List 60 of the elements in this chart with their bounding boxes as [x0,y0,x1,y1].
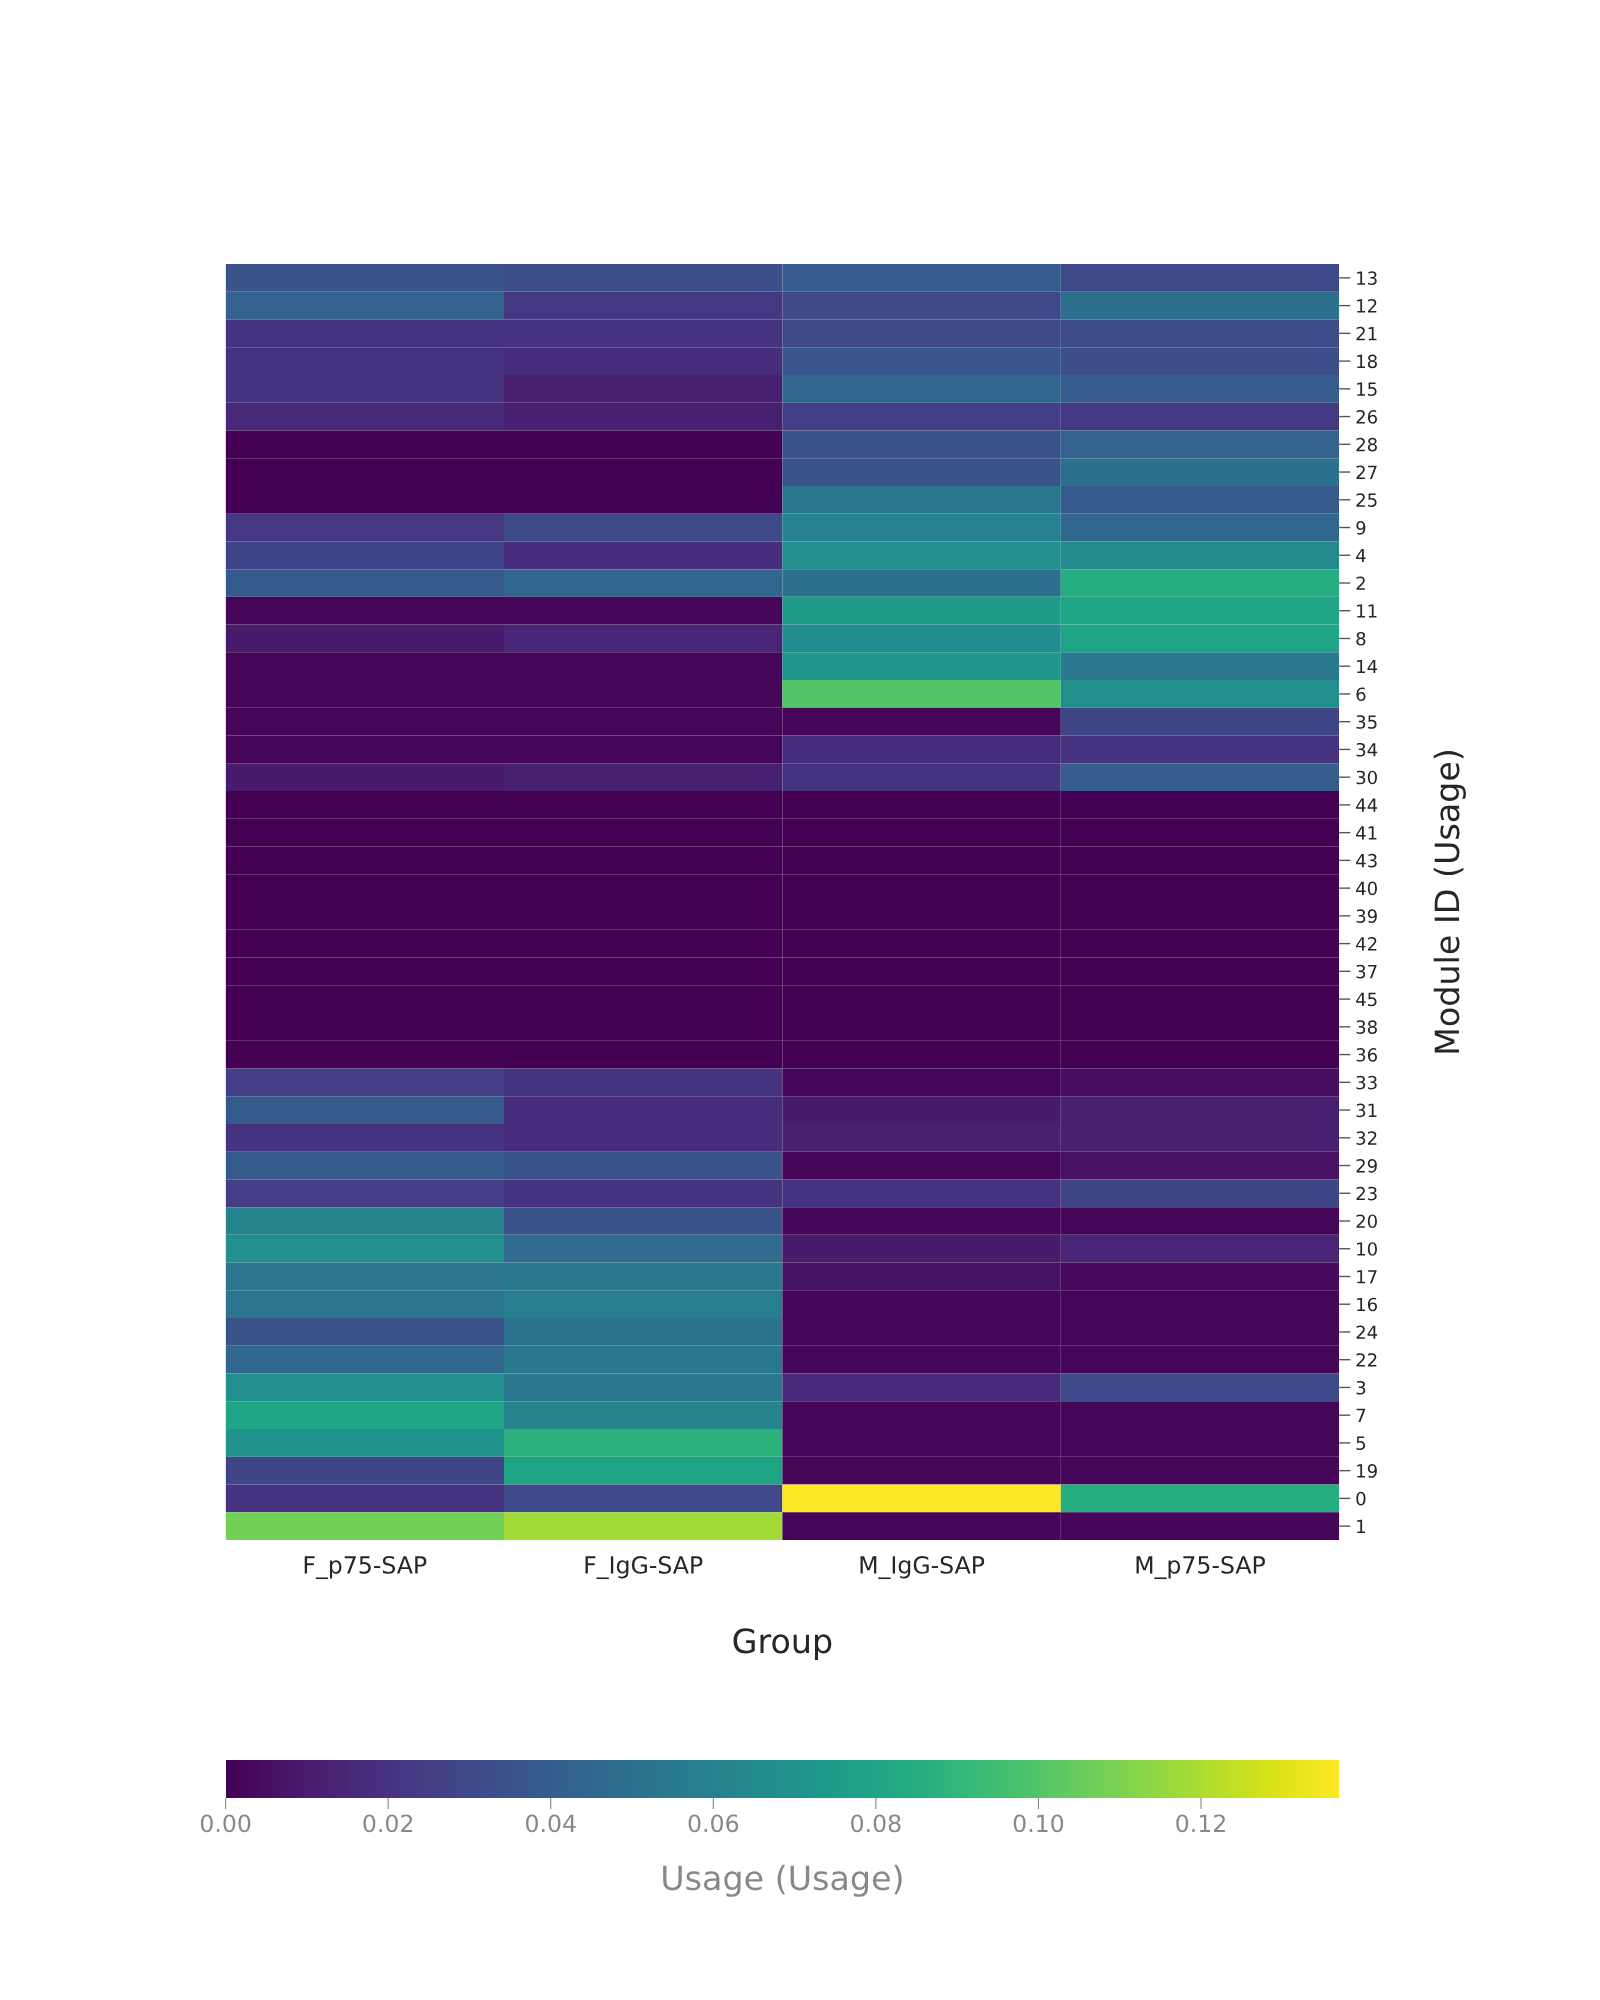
y-tick-label: 42 [1356,937,1377,951]
y-tick-label: 4 [1356,548,1366,563]
color-bar-label: 0.08 [851,1814,901,1833]
y-tick-label: 9 [1356,520,1366,535]
y-tick-label: 36 [1356,1048,1378,1062]
y-tick-label: 3 [1356,1380,1366,1395]
y-tick-label: 35 [1356,715,1377,729]
y-tick-label: 33 [1356,1075,1377,1090]
y-tick-label: 14 [1357,659,1378,674]
y-tick-label: 26 [1356,410,1378,424]
y-tick-label: 11 [1357,604,1377,618]
y-tick-label: 22 [1356,1353,1377,1367]
y-tick-label: 17 [1357,1270,1377,1284]
x-axis-title: Group [733,1628,832,1660]
y-tick-label: 12 [1357,299,1377,313]
y-tick-label: 41 [1356,826,1377,840]
y-tick-label: 39 [1356,909,1377,923]
color-bar-label: 0.04 [526,1814,576,1833]
color-bar-label: 0.10 [1013,1814,1064,1833]
y-tick-label: 27 [1356,465,1377,479]
y-tick-label: 45 [1356,992,1377,1007]
y-tick-label: 28 [1356,437,1377,452]
y-tick-label: 8 [1356,631,1366,646]
y-tick-label: 43 [1356,853,1377,868]
y-tick-label: 29 [1356,1158,1377,1173]
y-tick-label: 19 [1357,1464,1377,1478]
y-tick-label: 34 [1356,742,1378,757]
y-tick-label: 32 [1356,1131,1377,1145]
y-tick-label: 21 [1356,326,1377,341]
x-tick-label: M_p75-SAP [1136,1555,1265,1580]
y-tick-label: 15 [1357,382,1377,396]
y-tick-label: 2 [1356,576,1365,590]
color-bar-title: Usage (Usage) [663,1864,902,1897]
y-tick-label: 30 [1356,770,1377,785]
color-bar-label: 0.12 [1176,1814,1225,1833]
x-tick-label: F_IgG-SAP [585,1555,703,1580]
y-tick-label: 5 [1356,1436,1366,1451]
y-tick-label: 16 [1357,1297,1378,1312]
y-tick-label: 1 [1357,1519,1365,1533]
y-tick-label: 24 [1356,1325,1378,1339]
color-bar-label: 0.00 [200,1814,251,1833]
y-tick-label: 31 [1356,1103,1377,1118]
color-bar-label: 0.06 [688,1814,739,1833]
y-tick-label: 20 [1356,1214,1377,1229]
x-tick-label: F_p75-SAP [304,1555,427,1580]
y-tick-label: 6 [1356,687,1366,702]
y-tick-label: 10 [1357,1242,1377,1256]
y-tick-label: 44 [1356,798,1378,812]
y-tick-label: 40 [1356,881,1377,896]
y-tick-label: 13 [1357,271,1377,285]
color-bar-label: 0.02 [363,1814,413,1833]
x-tick-label: M_IgG-SAP [860,1555,985,1580]
y-tick-label: 25 [1356,493,1377,507]
y-tick-label: 7 [1356,1408,1366,1423]
y-tick-label: 0 [1356,1491,1366,1506]
y-tick-label: 18 [1357,354,1377,369]
y-axis-title: Module ID (Usage) [1433,750,1466,1053]
y-tick-label: 23 [1356,1186,1377,1201]
y-tick-label: 38 [1356,1020,1377,1034]
y-tick-label: 37 [1356,964,1377,979]
